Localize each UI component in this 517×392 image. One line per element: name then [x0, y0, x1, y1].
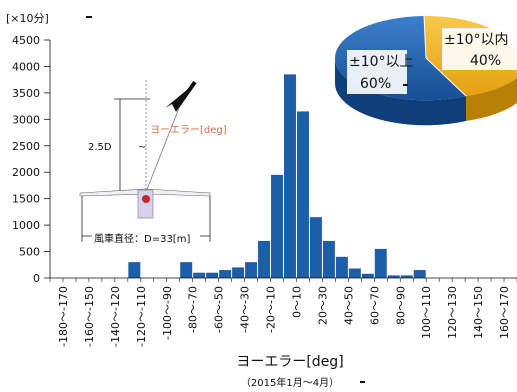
x-tick-label: -180～-170 [57, 286, 70, 347]
y-tick-label: 500 [19, 246, 40, 259]
x-axis-label: ヨーエラー[deg] [236, 354, 343, 370]
pie-percent-yellow: 40% [470, 53, 501, 69]
pie-divider-front [425, 57, 467, 97]
x-tick-label: 20～30 [316, 286, 329, 325]
x-tick-label: -20～-10 [265, 286, 278, 333]
x-tick-label: 120～130 [446, 286, 459, 339]
y-tick-label: 3000 [12, 113, 40, 126]
bar [284, 74, 296, 278]
pie-chart: ±10°以上 60% ±10°以内 40% [334, 15, 517, 126]
x-tick-label: -120～-110 [135, 286, 148, 347]
bar [413, 270, 426, 278]
y-unit-label: [×10分] [6, 12, 49, 25]
bar [322, 240, 335, 278]
inset-height-marker: ~ [138, 142, 146, 153]
x-tick-label: -80～-70 [187, 286, 200, 333]
pie-label-bg-blue [347, 50, 407, 94]
bar [206, 272, 219, 278]
inset-blade-right [145, 188, 211, 197]
pie-percent-blue: 60% [360, 76, 391, 92]
bar [245, 262, 258, 278]
bar [348, 268, 361, 278]
pie-marker-blue [403, 84, 408, 86]
bar [232, 267, 245, 278]
x-tick-label: -160～-150 [83, 286, 96, 347]
x-tick-label: 160～170 [498, 286, 511, 339]
bar [296, 111, 309, 279]
y-tick-label: 1500 [12, 193, 40, 206]
bar [309, 217, 322, 278]
y-tick-label: 2500 [12, 140, 40, 153]
inset-height-label: 2.5D [88, 142, 112, 153]
inset-nacelle [137, 189, 154, 219]
y-tick-label: 4500 [12, 34, 40, 47]
y-tick-label: 0 [33, 272, 40, 285]
pie-label-yellow: ±10°以内 [444, 32, 509, 48]
bar [219, 270, 232, 278]
bar [387, 275, 400, 278]
pie-label-blue: ±10°以上 [349, 54, 414, 70]
inset-yaw-label: ヨーエラー[deg] [150, 124, 227, 136]
bar [258, 240, 271, 278]
y-tick-label: 3500 [12, 87, 40, 100]
bar [374, 248, 387, 278]
pie-label-bg-yellow [442, 28, 517, 70]
bar [400, 275, 413, 278]
y-tick-label: 4000 [12, 60, 40, 73]
y-axis: 0 500 1000 1500 2000 2500 3000 3500 4000 4500 [12, 34, 51, 285]
bar [271, 174, 283, 278]
x-tick-label: 140～150 [472, 286, 485, 339]
inset-hub [142, 195, 150, 203]
inset-diameter-bg [92, 230, 200, 244]
pie-divider-top [423, 15, 427, 59]
x-tick-label: -60～-50 [213, 286, 226, 333]
x-tick-label: -40～-30 [239, 286, 252, 333]
x-tick-label: 40～50 [342, 286, 355, 325]
bar [361, 273, 374, 278]
pie-side-yellow [466, 78, 517, 121]
x-axis: -180～-170 -160～-150 -140～-120 -120～-110 -100… [49, 277, 517, 347]
inset-diameter-label: 風車直径：D=33[m] [94, 232, 190, 245]
bar [335, 256, 348, 278]
y-tick-label: 1000 [12, 219, 40, 232]
unit-marker [86, 16, 92, 18]
y-tick-label: 2000 [12, 166, 40, 179]
wind-arrow-shaft [176, 80, 197, 108]
bar [180, 262, 193, 278]
bar [128, 262, 141, 278]
x-tick-label: -140～-120 [109, 286, 122, 347]
x-tick-label: 80～90 [394, 286, 407, 325]
x-tick-label: 100～110 [420, 286, 433, 339]
inset-blade-left [79, 188, 147, 197]
inset-yaw-line [145, 102, 182, 193]
period-label: （2015年1月～4月） [241, 376, 339, 389]
turbine-inset: 2.5D ~ ヨーエラー[deg] 風車直径：D=33[m] [79, 80, 227, 245]
x-tick-label: 0～10 [290, 286, 303, 318]
x-tick-label: 60～70 [368, 286, 381, 325]
x-tick-label: -100～-90 [161, 286, 174, 340]
bar [193, 272, 206, 278]
period-marker [360, 381, 365, 383]
bar-series [128, 74, 426, 279]
pie-side-blue [334, 58, 466, 126]
